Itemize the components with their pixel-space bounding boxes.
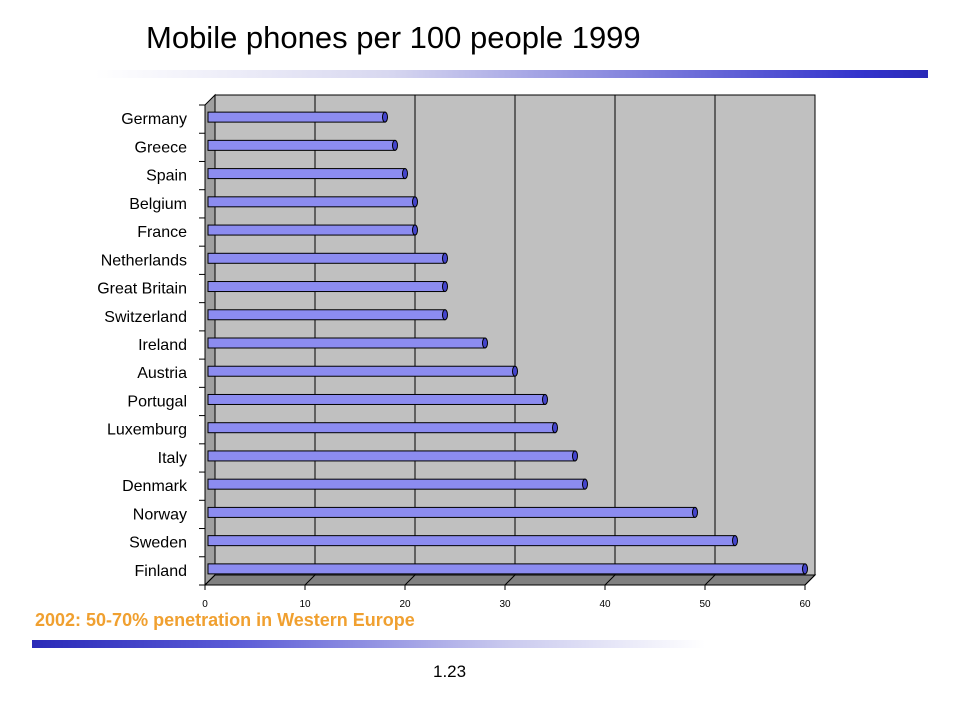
gridlines [204, 95, 816, 586]
bar-end-cap [402, 168, 408, 180]
bar [207, 450, 576, 462]
bar [207, 281, 446, 293]
bar [207, 252, 446, 264]
bar-end-cap [382, 111, 388, 123]
category-label: France [137, 224, 187, 241]
bar [207, 196, 416, 208]
x-tick-label: 0 [202, 599, 208, 610]
bar [207, 506, 696, 518]
floor-gridline [304, 574, 316, 586]
bars [207, 111, 808, 575]
x-tick-label: 10 [299, 599, 311, 610]
footer-rule [32, 640, 705, 648]
x-tick-label: 30 [499, 599, 511, 610]
bar-end-cap [412, 196, 418, 208]
title-underline-rule [95, 70, 928, 78]
x-tick-labels: 0 10 20 30 40 50 60 [202, 599, 811, 610]
bar [207, 365, 516, 377]
category-label: Denmark [122, 478, 188, 495]
bar [207, 168, 406, 180]
bar-end-cap [442, 252, 448, 264]
category-label: Ireland [138, 337, 187, 354]
page-number: 1.23 [433, 662, 467, 681]
x-tick-label: 40 [599, 599, 611, 610]
category-label: Portugal [127, 393, 187, 410]
bar-end-cap [552, 422, 558, 434]
bar-end-cap [442, 309, 448, 321]
category-label: Netherlands [101, 252, 187, 269]
category-label: Austria [137, 365, 187, 382]
floor-gridline [604, 574, 616, 586]
bar [207, 478, 586, 490]
floor-gridline [204, 574, 216, 586]
bar-end-cap [542, 393, 548, 405]
category-label: Switzerland [104, 309, 187, 326]
bar-end-cap [392, 139, 398, 151]
x-tick-label: 50 [699, 599, 711, 610]
floor-gridline [704, 574, 716, 586]
category-label: Finland [135, 563, 187, 580]
bar [207, 111, 386, 123]
bar-end-cap [802, 563, 808, 575]
bar-end-cap [692, 506, 698, 518]
x-tick-label: 20 [399, 599, 411, 610]
bar [207, 535, 736, 547]
category-label: Sweden [129, 535, 187, 552]
category-label: Greece [135, 139, 188, 156]
floor-gridline [404, 574, 416, 586]
bar-end-cap [412, 224, 418, 236]
bar [207, 224, 416, 236]
category-labels: Germany Greece Spain Belgium France Netherlan… [97, 111, 188, 580]
bar [207, 309, 446, 321]
bar-end-cap [482, 337, 488, 349]
bar-end-cap [442, 281, 448, 293]
penetration-note: 2002: 50-70% penetration in Western Euro… [35, 610, 415, 630]
category-label: Norway [133, 506, 187, 523]
category-label: Great Britain [97, 281, 187, 298]
category-label: Luxemburg [107, 422, 187, 439]
axes [199, 104, 806, 590]
bar [207, 337, 486, 349]
category-label: Germany [121, 111, 187, 128]
bar-end-cap [732, 535, 738, 547]
slide-title: Mobile phones per 100 people 1999 [146, 20, 641, 55]
bar-end-cap [512, 365, 518, 377]
bar-end-cap [582, 478, 588, 490]
x-tick-label: 60 [799, 599, 811, 610]
floor-gridline [804, 574, 816, 586]
bar [207, 563, 806, 575]
bar [207, 422, 556, 434]
bar [207, 393, 546, 405]
bar [207, 139, 396, 151]
category-label: Italy [158, 450, 187, 467]
bar-end-cap [572, 450, 578, 462]
category-label: Spain [146, 168, 187, 185]
category-label: Belgium [129, 196, 187, 213]
floor-gridline [504, 574, 516, 586]
